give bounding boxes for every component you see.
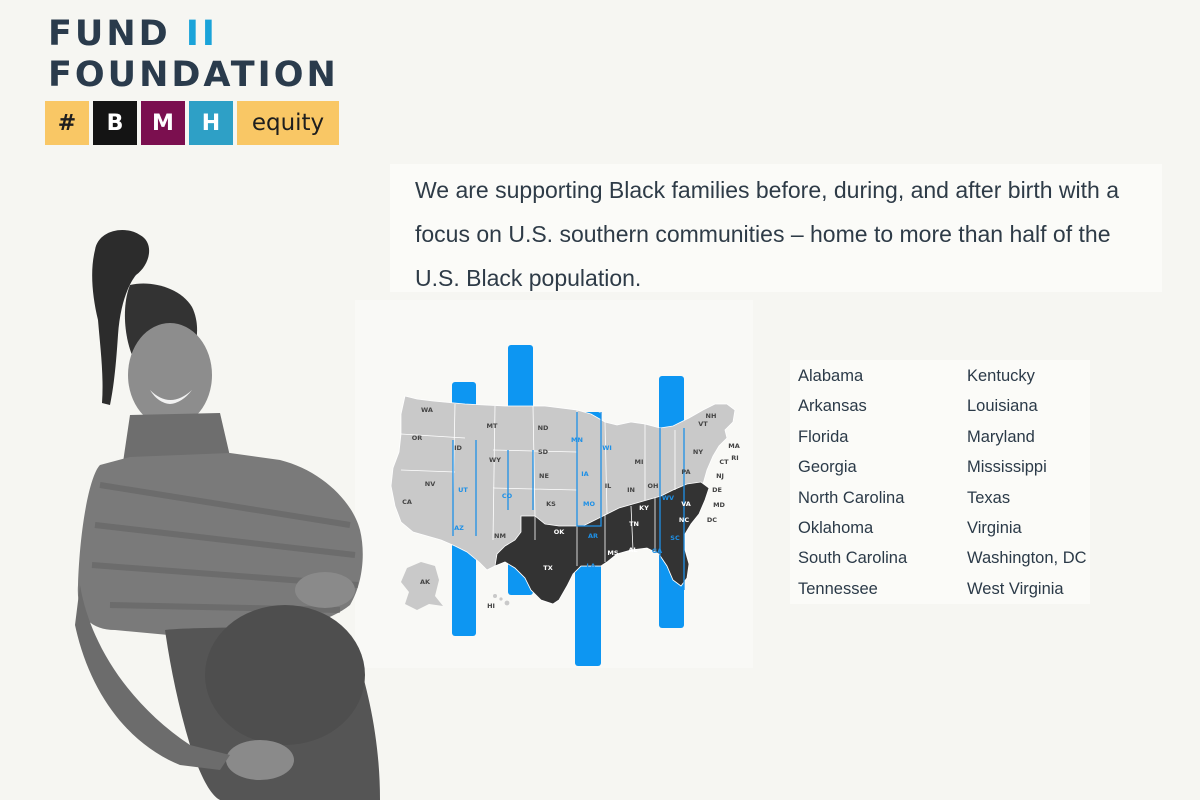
state-label-ut: UT (458, 486, 468, 494)
state-label-al: AL (628, 546, 637, 554)
state-label-ne: NE (539, 472, 549, 480)
state-item: Georgia (798, 458, 857, 477)
state-label-ms: MS (607, 549, 618, 557)
state-label-ma: MA (728, 442, 740, 450)
tag-equity: equity (237, 101, 339, 145)
logo-line-2: FOUNDATION (48, 55, 339, 95)
state-label-vt: VT (698, 420, 708, 428)
state-label-mi: MI (635, 458, 644, 466)
state-label-or: OR (412, 434, 423, 442)
state-label-in: IN (627, 486, 635, 494)
fund-ii-foundation-logo: FUND II FOUNDATION (48, 14, 339, 96)
state-label-az: AZ (454, 524, 464, 532)
state-label-pa: PA (681, 468, 690, 476)
state-label-mo: MO (583, 500, 595, 508)
state-label-nd: ND (538, 424, 549, 432)
state-label-ia: IA (581, 470, 588, 478)
state-item: Mississippi (967, 458, 1047, 477)
state-label-id: ID (454, 444, 462, 452)
us-map-panel: WA OR CA NV ID MT WY UT AZ CO NM ND SD NE KS OK TX MN IA MO… (355, 300, 753, 668)
southern-states-region (494, 481, 710, 605)
state-item: Alabama (798, 367, 864, 385)
state-label-il: IL (605, 482, 612, 490)
state-item: Maryland (967, 427, 1035, 446)
state-label-oh: OH (648, 482, 659, 490)
state-label-tx: TX (543, 564, 552, 572)
state-label-nj: NJ (716, 472, 724, 480)
state-label-wy: WY (489, 456, 501, 464)
state-label-wa: WA (421, 406, 433, 414)
state-label-md: MD (713, 501, 725, 509)
state-item: Tennessee (798, 579, 878, 598)
state-item: Louisiana (967, 397, 1038, 416)
pregnant-woman-photo (75, 230, 380, 800)
highlighted-borders (452, 412, 685, 590)
state-label-nc: NC (679, 516, 689, 524)
state-label-ny: NY (693, 448, 703, 456)
state-label-sd: SD (538, 448, 549, 456)
state-label-sc: SC (670, 534, 680, 542)
state-item: South Carolina (798, 549, 908, 568)
state-item: Florida (798, 427, 849, 446)
state-label-ak: AK (420, 578, 431, 586)
state-item: Oklahoma (798, 518, 874, 537)
logo-mark-ii: II (185, 14, 218, 54)
state-item: West Virginia (967, 579, 1064, 598)
us-map-graphic: WA OR CA NV ID MT WY UT AZ CO NM ND SD NE KS OK TX MN IA MO… (390, 345, 740, 666)
alaska-shape (401, 562, 443, 610)
state-borders (400, 403, 676, 566)
states-list: Alabama Arkansas Florida Georgia North C… (790, 360, 1090, 604)
state-item: Virginia (967, 518, 1022, 537)
state-label-ca: CA (402, 498, 412, 506)
state-label-ok: OK (554, 528, 566, 536)
state-label-la: LA (586, 562, 595, 570)
state-label-nm: NM (494, 532, 506, 540)
state-label-mn: MN (571, 436, 583, 444)
state-label-de: DE (712, 486, 722, 494)
state-label-ga: GA (652, 547, 662, 555)
state-label-wv: WV (662, 494, 674, 502)
state-item: Texas (967, 488, 1011, 507)
intro-statement: We are supporting Black families before,… (390, 164, 1162, 292)
state-label-nv: NV (425, 480, 435, 488)
logo-line-1: FUND II (48, 14, 339, 55)
bmh-equity-tags: # B M H equity (45, 101, 343, 145)
hawaii-shape (493, 594, 510, 606)
state-label-ar: AR (588, 532, 598, 540)
tag-m: M (141, 101, 185, 145)
state-label-tn: TN (629, 520, 639, 528)
state-label-fl: FL (673, 584, 682, 592)
state-label-co: CO (502, 492, 513, 500)
states-column-1: Alabama Arkansas Florida Georgia North C… (798, 366, 907, 609)
state-label-va: VA (681, 500, 691, 508)
state-labels: WA OR CA NV ID MT WY UT AZ CO NM ND SD NE KS OK TX MN IA MO… (402, 406, 740, 610)
state-label-hi: HI (487, 602, 495, 610)
state-label-mt: MT (487, 422, 498, 430)
state-label-ks: KS (546, 500, 556, 508)
state-label-nh: NH (706, 412, 717, 420)
state-label-wi: WI (602, 444, 612, 452)
state-item: Arkansas (798, 397, 867, 416)
state-item: Washington, DC (967, 549, 1087, 568)
tag-b: B (93, 101, 137, 145)
tag-h: H (189, 101, 233, 145)
state-item: North Carolina (798, 488, 905, 507)
state-label-ky: KY (639, 504, 649, 512)
tag-hash: # (45, 101, 89, 145)
state-item: Kentucky (967, 367, 1035, 385)
logo-word-fund: FUND (48, 14, 171, 54)
state-label-dc: DC (707, 516, 717, 524)
states-column-2: Kentucky Louisiana Maryland Mississippi … (967, 366, 1087, 609)
state-label-ct: CT (719, 458, 729, 466)
state-label-ri: RI (731, 454, 738, 462)
